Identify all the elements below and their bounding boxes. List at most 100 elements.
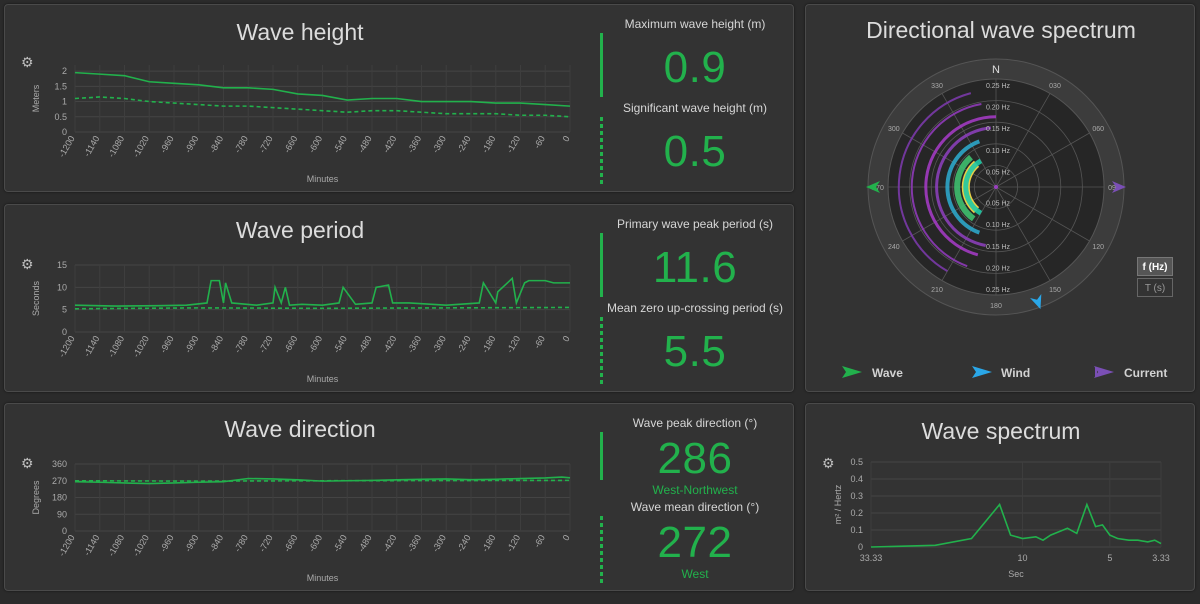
angle-tick-label: 330: [931, 83, 943, 90]
angular-grid-line: [941, 93, 997, 188]
x-tick-label: 0: [561, 533, 572, 542]
x-tick-label: -720: [257, 334, 275, 355]
dashed-series-line: [74, 479, 571, 482]
y-tick-label: 1: [62, 97, 67, 107]
x-tick-label: -120: [505, 334, 523, 355]
gear-icon[interactable]: ⚙: [21, 54, 34, 70]
gear-icon[interactable]: ⚙: [21, 256, 34, 272]
y-tick-label: 0.3: [850, 491, 863, 501]
wind-direction-arrow-shape: [1030, 293, 1042, 310]
panel-title: Wave height: [236, 19, 364, 45]
radial-tick-label: 0.25 Hz: [986, 83, 1011, 90]
angular-grid-line: [995, 186, 1090, 242]
peak-direction-label: Wave peak direction (°): [632, 416, 758, 430]
x-tick-label: -300: [430, 134, 448, 155]
spectrum-line: [870, 502, 1162, 548]
x-tick-label: -120: [505, 134, 523, 155]
x-tick-label: 0: [561, 134, 572, 143]
current-direction-arrow: [1112, 181, 1126, 193]
y-axis-label: Seconds: [31, 280, 41, 316]
x-tick-label: -480: [356, 134, 374, 155]
wind-legend-icon: [972, 366, 992, 378]
x-tick-label: -1020: [131, 134, 151, 159]
x-tick-label: -180: [480, 533, 498, 554]
x-tick-label: -900: [183, 134, 201, 155]
angular-grid-line: [941, 186, 997, 281]
x-tick-label: -120: [505, 533, 523, 554]
angle-tick-label: 090: [1108, 185, 1120, 192]
angular-grid-line: [995, 132, 1090, 188]
x-tick-label: -1200: [57, 533, 77, 558]
x-tick-label: -360: [406, 134, 424, 155]
dashed-series-line: [74, 96, 571, 118]
sig-wave-height-label: Significant wave height (m): [622, 101, 768, 115]
x-tick-label: -840: [208, 533, 226, 554]
y-tick-label: 0.2: [850, 508, 863, 518]
radial-tick-label: 0.15 Hz: [986, 126, 1011, 133]
max-wave-height-value: 0.9: [663, 43, 727, 92]
wave-direction-arrow-shape: [866, 181, 880, 193]
max-wave-height-bar: [600, 33, 603, 97]
sig-wave-height-bar: [600, 117, 603, 185]
y-tick-label: 0: [62, 327, 67, 337]
north-label: N: [992, 64, 1000, 76]
mean-direction-label: Wave mean direction (°): [630, 500, 760, 514]
x-tick-label: -1140: [82, 533, 102, 557]
x-tick-label: -180: [480, 134, 498, 155]
current-legend-icon: [1094, 366, 1114, 378]
x-tick-label: -600: [307, 134, 325, 155]
x-tick-label: 0: [561, 334, 572, 343]
wave-legend-icon: [842, 366, 862, 378]
x-tick-label: -60: [532, 533, 547, 549]
legend-current: Current: [1124, 366, 1168, 380]
x-tick-label: -240: [455, 334, 473, 355]
peak-direction-bar: [600, 432, 603, 480]
angle-tick-label: 300: [888, 126, 900, 133]
x-tick-label: 3.33: [1152, 553, 1170, 563]
x-tick-label: -360: [406, 334, 424, 355]
y-tick-label: 270: [52, 476, 67, 486]
x-tick-label: -480: [356, 334, 374, 355]
y-tick-label: 0: [62, 526, 67, 536]
directional-spectrum-panel: Directional wave spectrum 0.25 Hz 0.25 Hz…: [805, 4, 1195, 392]
radial-tick-label: 0.15 Hz: [986, 244, 1011, 251]
x-tick-label: -660: [282, 334, 300, 355]
wave-height-chart: 21.510.50-1200 -1140 -1080 -1020 -960 -900 -84…: [31, 65, 572, 184]
mean-period-value: 5.5: [663, 327, 727, 376]
spectrum-energy-arc: [954, 154, 976, 222]
wave-spectrum-panel: Wave spectrum ⚙ 0.5 0.4 0.3 0.2 0.1 0 33.33 10 5…: [805, 403, 1195, 591]
gear-icon[interactable]: ⚙: [822, 455, 835, 471]
mean-period-label: Mean zero up-crossing period (s): [606, 301, 784, 315]
mean-direction-value: 272: [657, 518, 733, 567]
wave-spectrum-chart: 0.5 0.4 0.3 0.2 0.1 033.33 10 5 3.33 m² / Hertz Se…: [833, 457, 1170, 579]
toggle-period[interactable]: T (s): [1137, 278, 1173, 297]
x-tick-label: -720: [257, 533, 275, 554]
x-tick-label: -540: [331, 334, 349, 355]
angle-tick-label: 030: [1049, 83, 1061, 90]
x-tick-label: -1140: [82, 134, 102, 158]
current-direction-arrow-shape: [1112, 181, 1126, 193]
spectrum-energy-arc: [963, 158, 983, 216]
x-tick-label: -180: [480, 334, 498, 355]
x-tick-label: -480: [356, 533, 374, 554]
x-tick-label: -1200: [57, 134, 77, 159]
peak-period-value: 11.6: [652, 243, 738, 292]
peak-period-bar: [600, 233, 603, 297]
x-tick-label: -1080: [106, 134, 126, 159]
wave-period-panel: Wave period ⚙ 15 10 5 0 -1200 -1140 -1080 -1020…: [4, 204, 794, 392]
gear-icon[interactable]: ⚙: [21, 455, 34, 471]
x-tick-label: -840: [208, 334, 226, 355]
x-tick-label: -240: [455, 533, 473, 554]
solid-series-line: [74, 71, 571, 107]
spectrum-energy-arc: [945, 139, 981, 235]
spectrum-energy-arc: [910, 103, 982, 268]
y-tick-label: 0.1: [850, 525, 863, 535]
radial-tick-label: 0.05 Hz: [986, 169, 1011, 176]
panel-title: Wave direction: [224, 416, 376, 442]
angle-tick-label: 210: [931, 287, 943, 294]
angular-grid-line: [995, 93, 1051, 188]
x-tick-label: -60: [532, 134, 547, 150]
x-tick-label: -420: [381, 134, 399, 155]
toggle-frequency[interactable]: f (Hz): [1137, 257, 1173, 276]
